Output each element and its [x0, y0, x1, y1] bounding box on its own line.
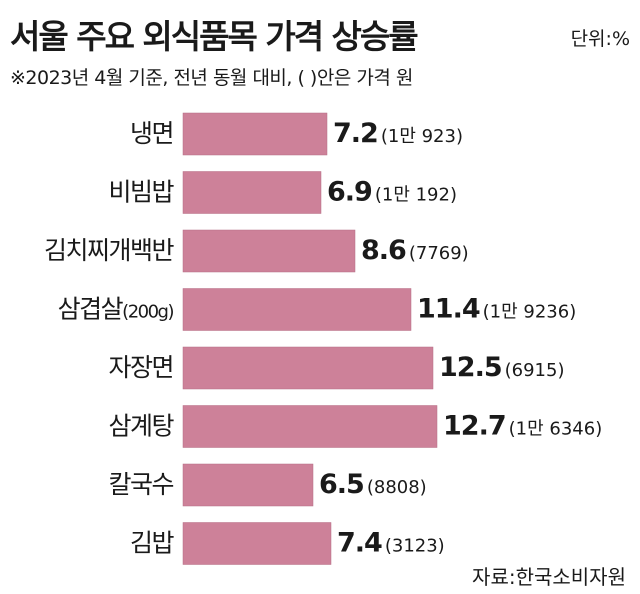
category-label: 삼계탕	[108, 412, 174, 441]
bar	[182, 346, 434, 390]
bar-value-label: 11.4	[417, 294, 480, 325]
price-label: (1만 6346)	[509, 419, 603, 440]
chart-title: 서울 주요 외식품목 가격 상승률	[10, 17, 419, 56]
bar	[182, 522, 332, 565]
bar	[182, 463, 314, 507]
bar-value-label: 7.2	[333, 118, 378, 149]
price-label: (3123)	[385, 536, 445, 557]
price-label: (7769)	[409, 243, 469, 264]
value-label: 6.9 (1만 192)	[327, 177, 457, 208]
category-label: 삼겹살(200g)	[58, 295, 174, 324]
value-label: 7.4 (3123)	[337, 528, 445, 559]
bar	[182, 229, 356, 273]
category-label: 비빔밥	[108, 178, 174, 207]
category-label: 김치찌개백반	[44, 236, 175, 265]
source-note: 자료:한국소비자원	[472, 565, 626, 589]
chart-header: 서울 주요 외식품목 가격 상승률 단위:%	[10, 8, 630, 56]
value-label: 7.2 (1만 923)	[333, 118, 463, 149]
value-label: 11.4 (1만 9236)	[417, 294, 576, 325]
price-label: (1만 9236)	[483, 302, 577, 323]
bar	[182, 288, 412, 331]
bar	[182, 171, 322, 214]
bar-value-label: 7.4	[337, 528, 382, 559]
value-label: 8.6 (7769)	[361, 235, 469, 266]
bar-value-label: 8.6	[361, 235, 406, 266]
bar	[182, 112, 328, 156]
price-label: (8808)	[367, 477, 427, 498]
category-label: 칼국수	[108, 470, 173, 499]
bar-value-label: 12.5	[439, 352, 502, 383]
price-label: (1만 923)	[381, 126, 463, 147]
bar	[182, 405, 438, 448]
price-label: (6915)	[505, 360, 565, 381]
unit-label: 단위:%	[570, 28, 630, 50]
bar-value-label: 6.9	[327, 177, 372, 208]
category-label: 김밥	[130, 529, 175, 558]
category-label: 자장면	[108, 353, 173, 382]
bar-value-label: 6.5	[319, 469, 364, 500]
chart-subtitle: ※2023년 4월 기준, 전년 동월 대비, ( )안은 가격 원	[10, 67, 413, 89]
value-label: 12.5 (6915)	[439, 352, 564, 383]
bar-value-label: 12.7	[443, 411, 506, 442]
value-label: 6.5 (8808)	[319, 469, 427, 500]
value-label: 12.7 (1만 6346)	[443, 411, 602, 442]
category-label: 냉면	[130, 119, 173, 148]
price-label: (1만 192)	[375, 185, 457, 206]
